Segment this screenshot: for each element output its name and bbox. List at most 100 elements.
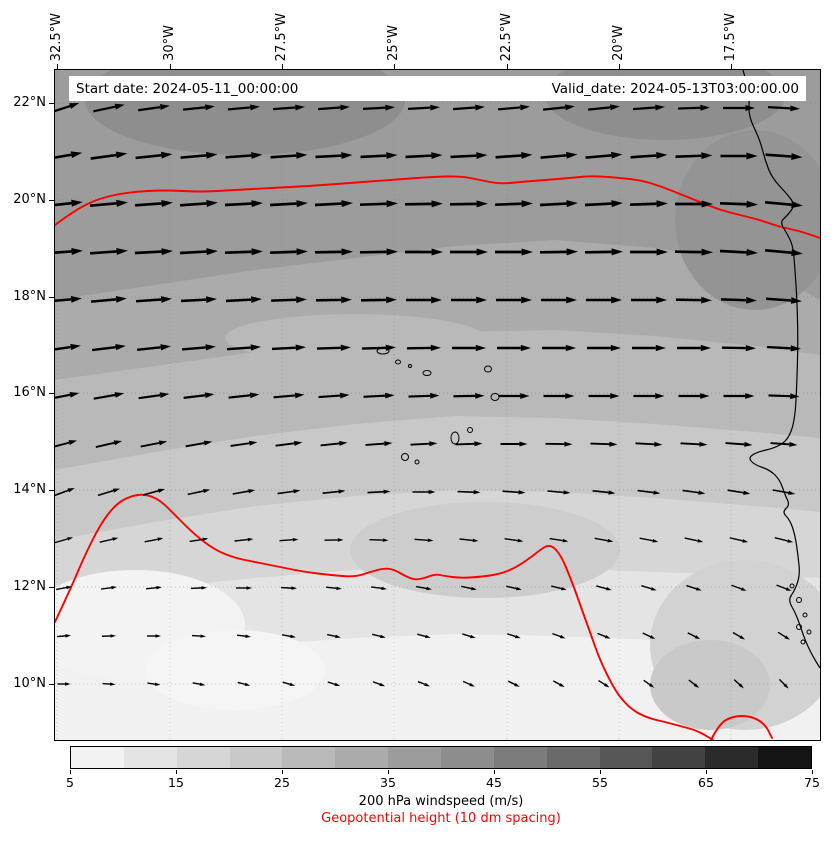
wind-arrow-head: [113, 440, 123, 446]
coastline: [742, 70, 820, 669]
wind-arrow-shaft: [725, 442, 745, 446]
lat-tick-label: 16°N: [13, 385, 46, 400]
wind-arrow-head: [566, 151, 578, 159]
lon-tick: [57, 64, 58, 70]
wind-arrow-head: [385, 392, 395, 399]
wind-arrow-shaft: [272, 106, 296, 111]
colorbar-tick: [176, 770, 177, 774]
wind-arrow-head: [111, 585, 117, 590]
lat-tick-label: 10°N: [13, 676, 46, 691]
wind-arrow-head: [520, 344, 531, 352]
wind-arrow-shaft: [767, 106, 791, 110]
wind-arrow-head: [70, 343, 81, 351]
wind-arrow-shaft: [89, 202, 117, 207]
wind-arrow-shaft: [494, 202, 522, 206]
wind-arrow-shaft: [89, 250, 117, 255]
wind-arrow-shaft: [134, 250, 162, 255]
colorbar-tick: [706, 770, 707, 774]
wind-arrow-shaft: [55, 441, 70, 448]
wind-arrow-head: [695, 587, 702, 591]
wind-arrow-head: [248, 489, 256, 494]
wind-arrow-shaft: [765, 297, 792, 302]
wind-arrow-shaft: [405, 154, 432, 159]
wind-arrow-head: [250, 104, 260, 111]
wind-arrow-head: [787, 539, 794, 543]
wind-arrow-shaft: [642, 632, 651, 638]
wind-arrow-shaft: [372, 681, 381, 685]
wind-arrow-head: [473, 490, 481, 495]
wind-arrow-shaft: [462, 633, 471, 638]
wind-arrow-head: [790, 393, 800, 400]
wind-arrow-head: [251, 152, 263, 159]
lat-tick-label: 12°N: [13, 579, 46, 594]
wind-arrow-shaft: [363, 394, 386, 398]
wind-arrow-head: [289, 682, 296, 686]
wind-arrow-head: [784, 635, 790, 640]
wind-arrow-shaft: [318, 394, 341, 399]
wind-arrow-head: [426, 586, 432, 591]
wind-arrow-head: [566, 200, 578, 208]
shading-blob: [350, 502, 620, 598]
wind-arrow-head: [694, 635, 701, 640]
wind-arrow-head: [610, 393, 620, 399]
wind-arrow-shaft: [237, 681, 246, 685]
wind-arrow-shaft: [774, 537, 788, 542]
colorbar-subtitle: Geopotential height (10 dm spacing): [321, 811, 561, 826]
wind-arrow-head: [379, 682, 386, 687]
wind-arrow-head: [791, 153, 803, 160]
wind-arrow-head: [155, 634, 161, 638]
colorbar-tick-label: 55: [592, 775, 608, 790]
wind-arrow-shaft: [630, 154, 657, 159]
wind-arrow-shaft: [362, 106, 386, 110]
wind-arrow-shaft: [179, 250, 207, 255]
wind-arrow-shaft: [179, 202, 207, 207]
wind-arrow-head: [562, 538, 569, 543]
wind-arrow-head: [790, 105, 800, 112]
wind-arrow-shaft: [314, 202, 342, 207]
wind-arrow-shaft: [320, 442, 340, 447]
wind-arrow-head: [521, 296, 532, 304]
wind-arrow-head: [339, 440, 348, 446]
wind-arrow-shaft: [224, 202, 252, 207]
wind-arrow-head: [745, 105, 755, 111]
wind-arrow-head: [561, 586, 567, 591]
wind-arrow-head: [517, 538, 524, 543]
wind-arrow-shaft: [719, 202, 747, 206]
wind-arrow-shaft: [410, 442, 430, 446]
wind-arrow-shaft: [584, 202, 612, 207]
wind-arrow-head: [698, 490, 706, 495]
colorbar-tick: [494, 770, 495, 774]
wind-arrow-shaft: [180, 154, 207, 159]
wind-arrow-shaft: [597, 632, 606, 638]
wind-arrow-shaft: [361, 346, 386, 350]
wind-arrow-shaft: [415, 585, 427, 590]
wind-arrow-head: [67, 537, 74, 541]
wind-arrow-shaft: [450, 154, 477, 159]
wind-arrow-shaft: [686, 584, 697, 590]
wind-arrow-head: [428, 489, 436, 495]
wind-arrow-head: [296, 296, 307, 304]
shading-blob: [650, 640, 770, 730]
wind-arrow-head: [203, 440, 213, 446]
wind-arrow-head: [472, 538, 479, 543]
wind-arrow-shaft: [327, 633, 336, 637]
wind-arrow-head: [205, 104, 215, 111]
wind-arrow-shaft: [322, 490, 339, 495]
wind-arrow-shaft: [90, 153, 117, 160]
wind-arrow-head: [430, 104, 440, 111]
cape-verde-island: [450, 431, 460, 445]
wind-arrow-head: [475, 393, 485, 399]
wind-arrow-shaft: [93, 105, 116, 113]
wind-arrow-head: [609, 441, 618, 447]
lon-tick: [394, 64, 395, 70]
colorbar-tick: [812, 770, 813, 774]
wind-arrow-head: [338, 489, 346, 494]
wind-arrow-shaft: [598, 679, 606, 686]
wind-arrow-head: [738, 683, 744, 689]
wind-arrow-head: [251, 248, 263, 256]
map-svg: [55, 70, 820, 740]
bijagos-island: [796, 624, 802, 630]
wind-arrow-head: [656, 296, 667, 304]
wind-arrow-head: [607, 538, 614, 543]
wind-arrow-shaft: [766, 345, 791, 350]
